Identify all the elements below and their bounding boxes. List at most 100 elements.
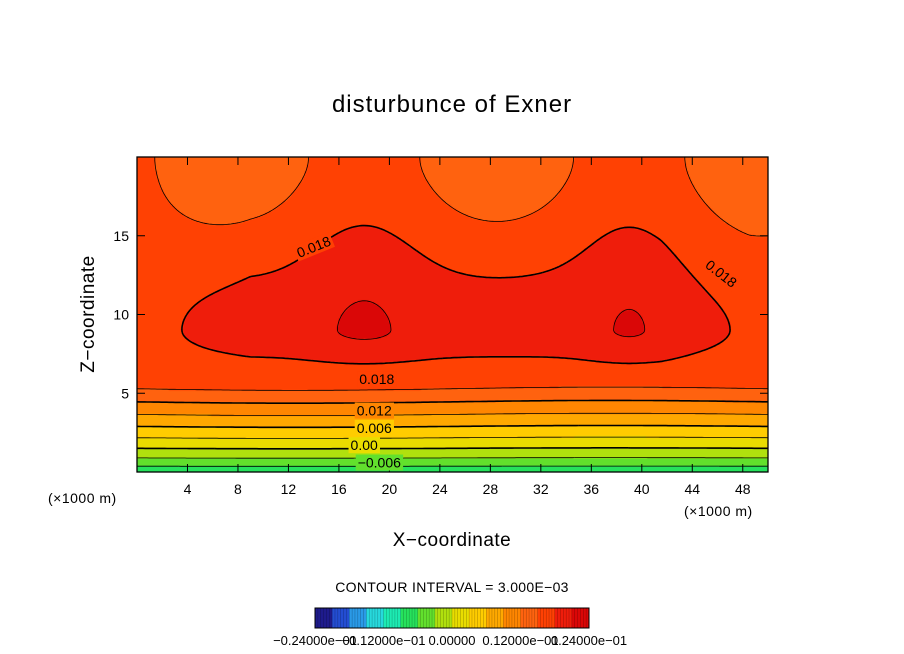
colorbar-cell — [366, 608, 370, 628]
y-tick-label: 5 — [121, 385, 129, 401]
colorbar-cell — [474, 608, 479, 628]
y-axis: 5 10 15 — [113, 228, 768, 401]
x-tick-label: 20 — [382, 481, 398, 497]
contour-fill-image — [137, 157, 768, 472]
colorbar-cell — [437, 608, 441, 628]
colorbar-cell — [537, 608, 541, 628]
colorbar-cell — [471, 608, 476, 628]
contour-field — [137, 157, 768, 472]
colorbar-cell — [369, 608, 373, 628]
colorbar-cell — [520, 608, 524, 628]
colorbar-label: 0.12000e−01 — [482, 633, 558, 648]
contour-label: 0.012 — [357, 403, 392, 419]
colorbar-cell — [489, 608, 493, 628]
colorbar-cell — [332, 608, 336, 628]
colorbar-cell — [420, 608, 424, 628]
colorbar-cell — [517, 608, 521, 628]
y-tick-label: 10 — [113, 307, 129, 323]
colorbar-cell — [483, 608, 487, 628]
colorbar-cell — [554, 608, 559, 628]
colorbar-frame — [314, 607, 590, 629]
colorbar-label: 0.00000 — [429, 633, 476, 648]
colorbar-cell — [403, 608, 407, 628]
colorbar-cell — [509, 608, 513, 628]
contour-interval-text: CONTOUR INTERVAL = 3.000E−03 — [335, 579, 569, 595]
colorbar-cell — [417, 608, 422, 628]
x-axis: 4 8 12 16 20 24 28 32 36 40 44 48 — [184, 157, 751, 497]
contour-line — [137, 447, 768, 450]
colorbar-cell — [357, 608, 362, 628]
colorbar-cell — [317, 608, 322, 628]
colorbar-cell — [400, 608, 404, 628]
contour-label-background — [700, 255, 742, 292]
colorbar-cell — [563, 608, 567, 628]
colorbar-cell — [560, 608, 564, 628]
contour-label-background — [355, 454, 404, 471]
colorbar-cell — [326, 608, 330, 628]
x-tick-label: 36 — [584, 481, 600, 497]
colorbar-cell — [380, 608, 384, 628]
colorbar-cell — [352, 608, 356, 628]
colorbar-cell — [429, 608, 433, 628]
contour-label-background — [292, 231, 335, 262]
colorbar-cell — [526, 608, 530, 628]
x-tick-label: 32 — [533, 481, 549, 497]
colorbar-cell — [315, 608, 319, 628]
colorbar — [314, 607, 590, 629]
colorbar-cell — [583, 608, 587, 628]
colorbar-cell — [432, 608, 436, 628]
y-axis-label: Z−coordinate — [78, 255, 99, 372]
x-tick-label: 12 — [281, 481, 297, 497]
contour-label-background — [348, 437, 380, 454]
colorbar-label: −0.24000e−01 — [273, 633, 357, 648]
colorbar-cell — [566, 608, 570, 628]
colorbar-cell — [511, 608, 516, 628]
colorbar-cell — [486, 608, 490, 628]
colorbar-cell — [457, 608, 461, 628]
colorbar-cell — [454, 608, 459, 628]
contour-label: −0.006 — [358, 455, 401, 471]
colorbar-cell — [414, 608, 419, 628]
colorbar-cell — [426, 608, 430, 628]
colorbar-cell — [523, 608, 527, 628]
colorbar-cell — [377, 608, 382, 628]
colorbar-cell — [557, 608, 561, 628]
colorbar-cell — [551, 608, 556, 628]
colorbar-cell — [577, 608, 581, 628]
colorbar-labels: −0.24000e−01−0.12000e−01 0.00000 0.12000e−… — [273, 633, 627, 648]
colorbar-cell — [363, 608, 367, 628]
colorbar-cell — [349, 608, 353, 628]
colorbar-cell — [443, 608, 447, 628]
colorbar-cell — [466, 608, 470, 628]
colorbar-cell — [446, 608, 450, 628]
colorbar-cell — [449, 608, 453, 628]
contour-line — [137, 436, 768, 439]
x-tick-label: 48 — [735, 481, 751, 497]
contour-label: 0.00 — [351, 437, 378, 453]
colorbar-cell — [497, 608, 501, 628]
colorbar-cell — [506, 608, 510, 628]
x-axis-label: X−coordinate — [393, 530, 512, 551]
x-tick-label: 44 — [684, 481, 700, 497]
chart-title: disturbunce of Exner — [332, 91, 572, 118]
colorbar-cell — [409, 608, 413, 628]
colorbar-cell — [383, 608, 387, 628]
colorbar-cell — [334, 608, 339, 628]
colorbar-cell — [529, 608, 533, 628]
colorbar-cell — [440, 608, 444, 628]
contour-line — [137, 457, 768, 459]
colorbar-cell — [569, 608, 573, 628]
colorbar-cell — [354, 608, 359, 628]
colorbar-cell — [392, 608, 396, 628]
colorbar-cell — [514, 608, 519, 628]
colorbar-cell — [549, 608, 553, 628]
colorbar-cell — [412, 608, 416, 628]
colorbar-cell — [329, 608, 333, 628]
colorbar-cell — [460, 608, 464, 628]
colorbar-cell — [463, 608, 467, 628]
colorbar-cell — [543, 608, 547, 628]
contour-label-background — [354, 419, 394, 436]
colorbar-cell — [574, 608, 578, 628]
colorbar-cell — [469, 608, 473, 628]
